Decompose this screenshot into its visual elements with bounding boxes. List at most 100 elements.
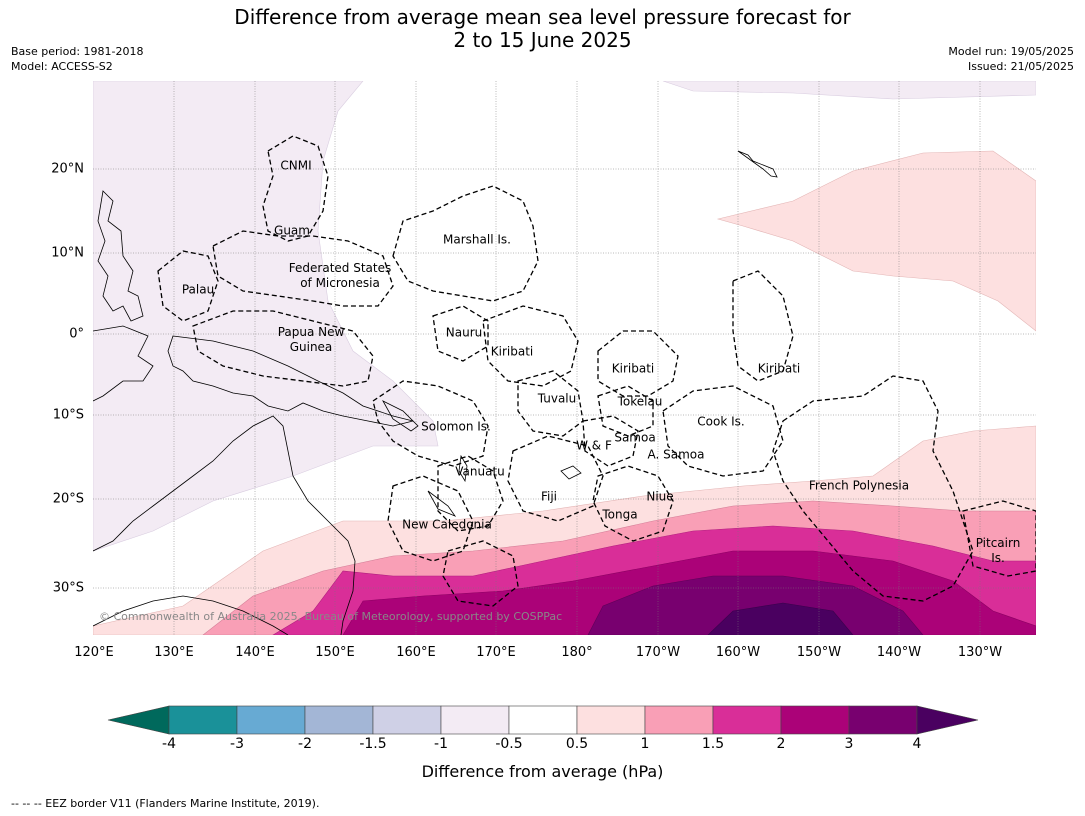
lon-label-120e: 120°E [74, 645, 114, 660]
lon-label-130e: 130°E [154, 645, 194, 660]
chart-title: Difference from average mean sea level p… [0, 6, 1085, 52]
lon-label-170e: 170°E [476, 645, 516, 660]
place-label-kiribati-east: Kiribati [757, 361, 801, 376]
graticule [93, 81, 1036, 635]
map [93, 81, 1036, 635]
colorbar-tick: -1.5 [359, 736, 387, 752]
colorbar-segment [576, 705, 646, 735]
coast-australia-south [93, 595, 289, 635]
lon-label-180: 180° [561, 645, 593, 660]
eez-fiji [507, 435, 604, 522]
place-label-solomon-is: Solomon Is. [421, 419, 491, 434]
eez-borders [157, 135, 1036, 607]
eez-tonga-niue [592, 465, 674, 542]
coast-australia [93, 415, 356, 635]
place-label-fsm: Federated States of Micronesia [288, 261, 392, 290]
eez-cook [662, 385, 784, 477]
colorbar-tick: -0.5 [495, 736, 523, 752]
coast-fiji [560, 465, 582, 480]
title-line-2: 2 to 15 June 2025 [453, 28, 632, 52]
meta-left: Base period: 1981-2018 Model: ACCESS-S2 [11, 44, 143, 74]
model-run: Model run: 19/05/2025 [948, 45, 1074, 58]
lon-label-140e: 140°E [235, 645, 275, 660]
place-label-kiribati-central: Kiribati [611, 361, 655, 376]
eez-tokelau [597, 385, 654, 437]
colorbar-tick: 1.5 [701, 736, 725, 752]
eez-wf-samoa [582, 415, 639, 467]
map-svg [93, 81, 1036, 635]
coast-borneo-sulawesi [93, 325, 154, 402]
anomaly-band-4 [707, 602, 854, 635]
eez-palau [157, 250, 219, 322]
eez-legend-note: -- -- -- EEZ border V11 (Flanders Marine… [11, 797, 320, 810]
colorbar-tick: 1 [640, 736, 650, 752]
place-label-palau: Palau [181, 282, 215, 297]
issued-date: Issued: 21/05/2025 [967, 60, 1074, 73]
coast-new-guinea [167, 335, 414, 427]
colorbar-tick: -4 [162, 736, 176, 752]
colorbar-tick: 0.5 [565, 736, 589, 752]
lat-label-20s: 20°S [52, 491, 84, 507]
colorbar-tick: 2 [776, 736, 786, 752]
place-label-kiribati-west: Kiribati [490, 344, 534, 359]
colorbar-segment [780, 705, 850, 735]
place-label-papua-new-guinea: Papua New Guinea [277, 325, 345, 354]
place-label-tonga: Tonga [602, 507, 638, 522]
lon-label-160w: 160°W [715, 645, 761, 660]
lon-label-140w: 140°W [876, 645, 922, 660]
place-label-french-polynesia: French Polynesia [808, 478, 910, 493]
anomaly-region-light-negative [93, 81, 439, 552]
lat-label-30s: 30°S [52, 580, 84, 596]
eez-kiribati-central [597, 330, 679, 397]
colorbar-label: Difference from average (hPa) [421, 762, 664, 781]
colorbar-extend-over [916, 705, 979, 735]
anomaly-region-light-negative-north [662, 81, 1036, 100]
colorbar-tick: -2 [298, 736, 312, 752]
anomaly-region-light-positive-ne [716, 150, 1036, 332]
place-label-tuvalu: Tuvalu [537, 391, 577, 406]
lon-label-130w: 130°W [957, 645, 1003, 660]
place-label-nauru: Nauru [445, 325, 483, 340]
eez-vanuatu [437, 455, 504, 532]
place-label-vanuatu: Vanuatu [455, 464, 505, 479]
eez-marshall [392, 185, 539, 302]
place-label-cook-is: Cook Is. [697, 414, 745, 429]
eez-png [192, 310, 374, 387]
place-label-american-samoa: A. Samoa [647, 447, 705, 462]
colorbar [107, 705, 979, 735]
colorbar-segment [372, 705, 442, 735]
place-label-samoa: Samoa [614, 430, 656, 445]
colorbar-segment [304, 705, 374, 735]
lon-label-150w: 150°W [796, 645, 842, 660]
eez-south-central [442, 540, 519, 607]
colorbar-segment [508, 705, 578, 735]
eez-kiribati-west [482, 305, 579, 387]
lat-label-20n: 20°N [51, 161, 84, 177]
eez-fsm [212, 230, 394, 307]
eez-kiribati-east [732, 270, 794, 382]
place-label-marshall-is: Marshall Is. [443, 232, 511, 247]
colorbar-tick: -1 [434, 736, 448, 752]
meta-right: Model run: 19/05/2025 Issued: 21/05/2025 [948, 44, 1074, 74]
colorbar-tick: 4 [912, 736, 922, 752]
coast-new-caledonia [427, 490, 457, 517]
place-label-niue: Niue [646, 489, 674, 504]
colorbar-segment [168, 705, 238, 735]
place-label-guam: Guam [274, 223, 310, 238]
lat-label-10n: 10°N [51, 245, 84, 261]
place-label-new-caledonia: New Caledonia [402, 517, 492, 532]
lon-label-160e: 160°E [396, 645, 436, 660]
colorbar-segment [236, 705, 306, 735]
coast-hawaii [737, 150, 778, 178]
lat-label-10s: 10°S [52, 407, 84, 423]
colorbar-segment [848, 705, 918, 735]
model-name: Model: ACCESS-S2 [11, 60, 113, 73]
eez-pitcairn [962, 500, 1036, 577]
eez-french-polynesia [772, 375, 974, 602]
coast-philippines [97, 190, 144, 322]
lon-label-150e: 150°E [315, 645, 355, 660]
copyright-notice: © Commonwealth of Australia 2025, Bureau… [99, 610, 563, 623]
colorbar-segment [644, 705, 714, 735]
colorbar-extend-under [107, 705, 170, 735]
place-label-pitcairn-is: Pitcairn Is. [975, 536, 1021, 565]
